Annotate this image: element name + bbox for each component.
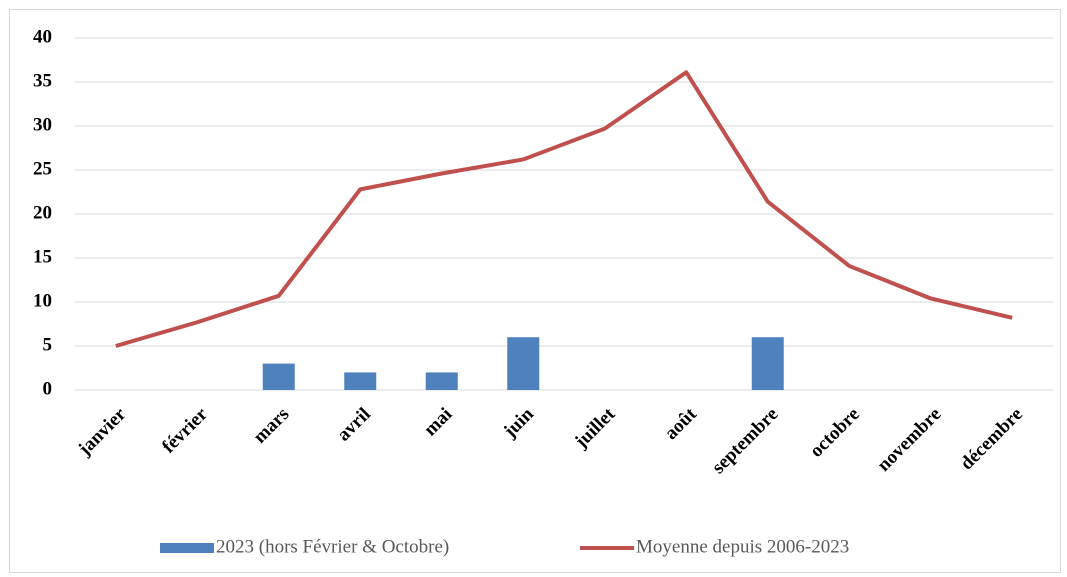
y-tick-label: 5 — [43, 334, 53, 355]
bar — [507, 337, 540, 390]
y-tick-label: 40 — [33, 26, 52, 47]
bar — [262, 363, 295, 390]
legend-label: 2023 (hors Février & Octobre) — [216, 536, 449, 557]
line — [115, 70, 1013, 348]
y-tick-label: 25 — [33, 158, 52, 179]
y-tick-label: 35 — [33, 70, 52, 91]
bar — [344, 372, 377, 390]
chart-border — [9, 9, 1061, 573]
y-tick-label: 20 — [33, 202, 52, 223]
y-tick-label: 30 — [33, 114, 52, 135]
y-tick-label: 0 — [43, 378, 53, 399]
bar — [425, 372, 458, 390]
legend-swatch — [160, 543, 214, 553]
legend-label: Moyenne depuis 2006-2023 — [636, 536, 849, 557]
y-tick-label: 10 — [33, 290, 52, 311]
y-tick-label: 15 — [33, 246, 52, 267]
bar — [751, 337, 784, 390]
